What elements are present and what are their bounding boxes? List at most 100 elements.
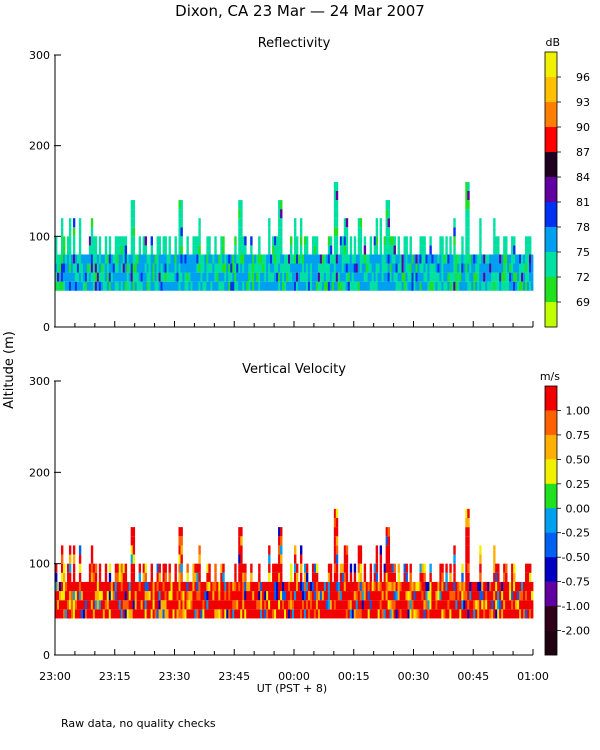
data-cell bbox=[290, 572, 293, 582]
data-cell bbox=[276, 600, 279, 610]
data-cell bbox=[419, 263, 422, 273]
data-cell bbox=[421, 591, 424, 601]
data-cell bbox=[270, 581, 273, 592]
data-cell bbox=[112, 609, 116, 619]
data-cell bbox=[96, 600, 100, 610]
data-cell bbox=[341, 263, 345, 273]
data-cell bbox=[96, 609, 100, 619]
data-cell bbox=[82, 600, 86, 610]
data-cell bbox=[242, 572, 245, 582]
data-cell bbox=[118, 581, 122, 592]
data-cell bbox=[383, 572, 387, 582]
data-cell bbox=[361, 591, 365, 601]
data-cell bbox=[473, 272, 476, 282]
data-cell bbox=[515, 272, 518, 282]
data-cell bbox=[250, 581, 253, 592]
colorbar-swatch bbox=[545, 102, 557, 128]
data-cell bbox=[441, 572, 444, 582]
data-cell bbox=[132, 609, 136, 619]
data-cell bbox=[375, 572, 379, 582]
data-cell bbox=[465, 508, 468, 518]
data-cell bbox=[206, 581, 209, 592]
data-cell bbox=[423, 272, 426, 282]
data-cell bbox=[479, 272, 482, 282]
data-cell bbox=[180, 609, 183, 619]
data-cell bbox=[315, 272, 319, 282]
data-cell bbox=[503, 236, 506, 246]
data-cell bbox=[220, 572, 223, 582]
data-cell bbox=[371, 281, 375, 291]
data-cell bbox=[299, 218, 303, 228]
data-cell bbox=[242, 236, 245, 246]
data-cell bbox=[461, 281, 464, 291]
data-cell bbox=[254, 254, 257, 264]
data-cell bbox=[138, 591, 142, 601]
data-cell bbox=[329, 236, 333, 246]
data-cell bbox=[66, 563, 70, 573]
data-cell bbox=[210, 254, 213, 264]
data-cell bbox=[74, 254, 78, 264]
data-cell bbox=[301, 591, 305, 601]
data-cell bbox=[377, 609, 381, 619]
data-cell bbox=[122, 609, 126, 619]
data-cell bbox=[156, 563, 159, 573]
data-cell bbox=[429, 600, 432, 610]
data-cell bbox=[383, 245, 387, 255]
data-cell bbox=[260, 581, 263, 592]
data-cell bbox=[445, 572, 448, 582]
data-cell bbox=[196, 563, 199, 573]
data-cell bbox=[286, 591, 289, 601]
data-cell bbox=[347, 263, 351, 273]
data-cell bbox=[288, 272, 291, 282]
colorbar-label: -0.25 bbox=[562, 527, 590, 540]
data-cell bbox=[244, 609, 247, 619]
data-cell bbox=[353, 563, 357, 573]
data-cell bbox=[387, 609, 390, 619]
data-cell bbox=[379, 554, 383, 564]
data-cell bbox=[102, 581, 106, 592]
data-cell bbox=[407, 272, 410, 282]
data-cell bbox=[218, 600, 221, 610]
data-cell bbox=[62, 581, 66, 592]
data-cell bbox=[108, 581, 112, 592]
data-cell bbox=[60, 581, 64, 592]
data-cell bbox=[437, 272, 440, 282]
data-cell bbox=[329, 572, 333, 582]
data-cell bbox=[60, 245, 64, 255]
data-cell bbox=[78, 591, 82, 601]
data-cell bbox=[413, 600, 416, 610]
data-cell bbox=[116, 245, 120, 255]
data-cell bbox=[369, 236, 373, 246]
data-cell bbox=[335, 245, 339, 255]
data-cell bbox=[288, 254, 291, 264]
data-cell bbox=[80, 581, 84, 592]
data-cell bbox=[262, 581, 265, 592]
x-tick-label: 00:00 bbox=[278, 670, 310, 683]
data-cell bbox=[327, 281, 331, 291]
data-cell bbox=[116, 236, 120, 246]
data-cell bbox=[505, 263, 508, 273]
data-cell bbox=[353, 609, 357, 619]
data-cell bbox=[242, 563, 245, 573]
data-cell bbox=[148, 272, 151, 282]
data-cell bbox=[461, 272, 464, 282]
data-cell bbox=[154, 581, 157, 592]
data-cell bbox=[497, 572, 500, 582]
data-cell bbox=[363, 272, 367, 282]
data-cell bbox=[212, 581, 215, 592]
data-cell bbox=[240, 254, 243, 264]
data-cell bbox=[190, 272, 193, 282]
data-cell bbox=[98, 572, 102, 582]
data-cell bbox=[62, 563, 66, 573]
data-cell bbox=[242, 609, 245, 619]
data-cell bbox=[118, 609, 122, 619]
data-cell bbox=[353, 281, 357, 291]
data-cell bbox=[280, 572, 283, 582]
data-cell bbox=[176, 600, 179, 610]
data-cell bbox=[513, 563, 516, 573]
data-cell bbox=[144, 245, 148, 255]
data-cell bbox=[367, 591, 371, 601]
data-cell bbox=[130, 545, 134, 555]
data-cell bbox=[78, 254, 82, 264]
data-cell bbox=[363, 572, 367, 582]
